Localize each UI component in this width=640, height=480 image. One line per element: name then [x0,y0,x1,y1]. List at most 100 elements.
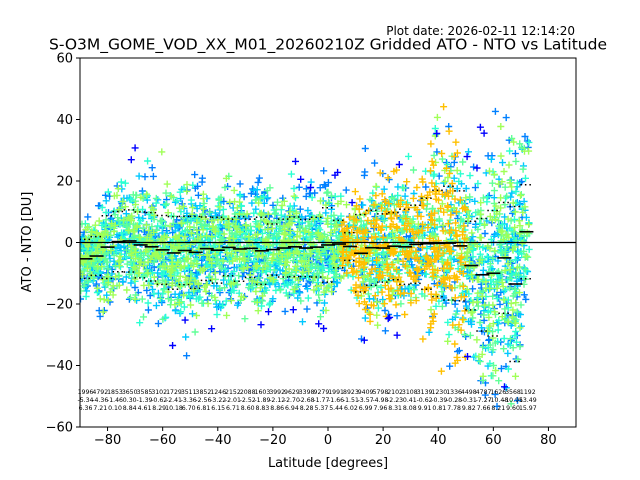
x-tick-label: −80 [94,433,121,448]
stat-std-label: 6.15 [211,405,225,412]
stat-mean-label: -10.95 [503,397,523,404]
stat-count-label: 4792 [92,389,108,396]
stat-mean-label: -2.41 [166,397,182,404]
stat-mean-label: -1.66 [328,397,344,404]
x-tick-label: 60 [485,433,502,448]
stat-std-label: 6.81 [197,405,211,412]
x-axis: −80 −60 −40 −20 0 20 40 60 80 [94,427,557,448]
y-axis: −60 −40 −20 0 20 40 60 [46,52,80,436]
stat-std-label: 8.21 [491,405,505,412]
stat-count-label: 1192 [520,389,536,396]
stat-std-label: 8.08 [403,405,417,412]
y-tick-label: 0 [65,236,73,251]
stat-mean-label: -0.31 [461,397,477,404]
stat-std-label: 7.96 [374,405,388,412]
stat-mean-label: -1.39 [136,397,152,404]
stat-mean-label: -0.39 [431,397,447,404]
stat-mean-label: 0.41 [403,397,417,404]
stat-mean-label: -7.27 [476,397,492,404]
stat-std-label: 8.60 [241,405,255,412]
stat-mean-label: -1.46 [107,397,123,404]
y-axis-label: ATO - NTO [DU] [20,192,35,293]
stat-count-label: 1729 [166,389,182,396]
stat-mean-label: -3.57 [358,397,374,404]
stat-count-label: 9279 [314,389,330,396]
stat-std-label: 6.70 [182,405,196,412]
stat-mean-label: -2.68 [299,397,315,404]
stat-count-label: 3511 [181,389,197,396]
stat-count-label: 2152 [225,389,241,396]
stat-std-label: 0.10 [108,405,122,412]
stat-mean-label: -2.56 [195,397,211,404]
stat-count-label: 8923 [343,389,359,396]
stat-mean-label: -3.22 [210,397,226,404]
stat-count-label: 4787 [476,389,492,396]
stat-count-label: 3102 [151,389,167,396]
stat-count-label: 3139 [417,389,433,396]
stat-mean-label: -1.77 [313,397,329,404]
stat-mean-label: -2.01 [225,397,241,404]
y-tick-label: −60 [46,421,73,436]
stat-count-label: 9409 [358,389,374,396]
stat-std-label: 8.84 [123,405,137,412]
stat-mean-label: -10.48 [488,397,508,404]
stat-count-label: 3992 [269,389,285,396]
stat-count-label: 1626 [490,389,506,396]
stat-std-label: 7.78 [447,405,461,412]
stat-mean-label: -1.51 [343,397,359,404]
stat-count-label: 3585 [137,389,153,396]
stat-std-label: 6.71 [226,405,240,412]
stat-count-label: 1246 [210,389,226,396]
stat-mean-label: -2.52 [240,397,256,404]
stat-mean-label: 13.49 [519,397,537,404]
stat-count-label: 3108 [402,389,418,396]
stat-count-label: 1336 [446,389,462,396]
stat-mean-label: -5.34 [77,397,93,404]
stat-std-label: 15.97 [519,405,537,412]
bin-statistics [80,183,534,363]
stat-count-label: 2102 [387,389,403,396]
stat-count-label: 1853 [107,389,123,396]
stat-std-label: 5.37 [315,405,329,412]
stat-count-label: 1603 [255,389,271,396]
stat-mean-label: -3.36 [181,397,197,404]
scatter-series [338,103,470,375]
stat-std-label: 8.29 [152,405,166,412]
stat-count-label: 5798 [373,389,389,396]
stat-std-label: 6.99 [359,405,373,412]
stat-std-label: 0.81 [432,405,446,412]
stat-mean-label: -0.62 [417,397,433,404]
stat-mean-label: -2.23 [387,397,403,404]
stat-count-label: 3650 [122,389,138,396]
stat-mean-label: -2.12 [269,397,285,404]
x-tick-label: 40 [430,433,447,448]
stat-count-label: 1996 [78,389,94,396]
x-tick-label: −20 [259,433,286,448]
stat-count-label: 9629 [284,389,300,396]
stat-count-label: 1230 [431,389,447,396]
stat-std-label: 7.66 [477,405,491,412]
stat-mean-label: -2.70 [284,397,300,404]
y-tick-label: −20 [46,298,73,313]
stat-mean-label: -4.98 [372,397,388,404]
x-axis-label: Latitude [degrees] [268,456,388,471]
stat-std-label: 8.83 [256,405,270,412]
stat-std-label: 10.18 [165,405,183,412]
stat-std-label: 8.28 [300,405,314,412]
stat-count-label: 2088 [240,389,256,396]
stat-mean-label: 0.30 [123,397,137,404]
y-tick-label: 40 [56,113,73,128]
stat-std-label: 8.86 [270,405,284,412]
y-tick-label: 20 [56,175,73,190]
y-tick-label: 60 [56,52,73,67]
stat-mean-label: -1.89 [254,397,270,404]
scatter-series [127,123,508,391]
x-tick-label: −60 [149,433,176,448]
stat-count-label: 4498 [461,389,477,396]
stat-count-label: 3852 [196,389,212,396]
x-tick-label: 20 [375,433,392,448]
stat-mean-label: -0.62 [151,397,167,404]
stat-std-label: 7.21 [93,405,107,412]
stat-count-label: 3568 [505,389,521,396]
